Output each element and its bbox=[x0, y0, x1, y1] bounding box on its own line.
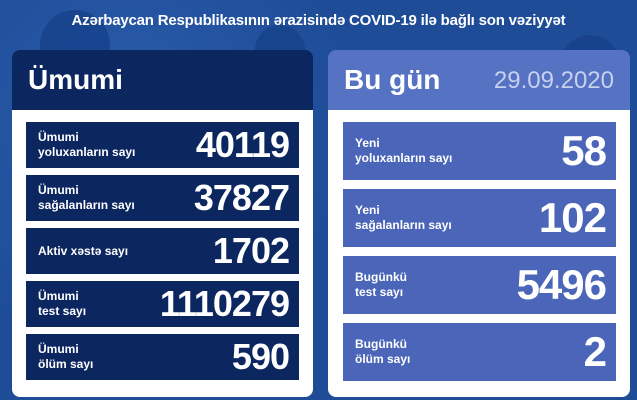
stat-value: 102 bbox=[538, 194, 607, 241]
stat-row: Bugünkü test sayı 5496 bbox=[343, 256, 616, 314]
today-header: Bu gün 29.09.2020 bbox=[328, 50, 630, 110]
stat-value: 37827 bbox=[193, 177, 290, 218]
stat-label: Aktiv xəstə sayı bbox=[38, 243, 129, 258]
stat-row: Ümumi test sayı 1110279 bbox=[26, 281, 299, 327]
stat-row: Ümumi yoluxanların sayı 40119 bbox=[26, 122, 299, 168]
stat-label: Ümumi test sayı bbox=[38, 289, 87, 318]
stat-label: Ümumi ölüm sayı bbox=[38, 342, 94, 371]
stat-row: Yeni yoluxanların sayı 58 bbox=[343, 122, 616, 180]
stat-value: 5496 bbox=[516, 261, 607, 308]
stat-row: Ümumi sağalanların sayı 37827 bbox=[26, 175, 299, 221]
page-title: Azərbaycan Respublikasının ərazisində CO… bbox=[71, 12, 566, 29]
stat-value: 2 bbox=[583, 328, 607, 375]
total-header: Ümumi bbox=[12, 50, 313, 110]
stat-row: Yeni sağalanların sayı 102 bbox=[343, 189, 616, 247]
today-date: 29.09.2020 bbox=[493, 67, 614, 94]
stat-value: 40119 bbox=[195, 124, 290, 165]
stat-value: 1702 bbox=[212, 230, 290, 271]
stat-row: Bugünkü ölüm sayı 2 bbox=[343, 323, 616, 381]
today-header-label: Bu gün bbox=[344, 64, 441, 95]
stat-value: 590 bbox=[231, 336, 290, 377]
stat-label: Yeni sağalanların sayı bbox=[355, 203, 452, 232]
total-header-label: Ümumi bbox=[28, 64, 123, 95]
stat-label: Yeni yoluxanların sayı bbox=[355, 136, 453, 165]
stat-value: 1110279 bbox=[159, 283, 290, 324]
stat-row: Ümumi ölüm sayı 590 bbox=[26, 334, 299, 380]
stat-value: 58 bbox=[561, 127, 607, 174]
stat-label: Bugünkü test sayı bbox=[355, 270, 407, 299]
stat-label: Ümumi sağalanların sayı bbox=[38, 183, 135, 212]
stat-label: Bugünkü ölüm sayı bbox=[355, 337, 411, 366]
stat-label: Ümumi yoluxanların sayı bbox=[38, 130, 136, 159]
stat-row: Aktiv xəstə sayı 1702 bbox=[26, 228, 299, 274]
